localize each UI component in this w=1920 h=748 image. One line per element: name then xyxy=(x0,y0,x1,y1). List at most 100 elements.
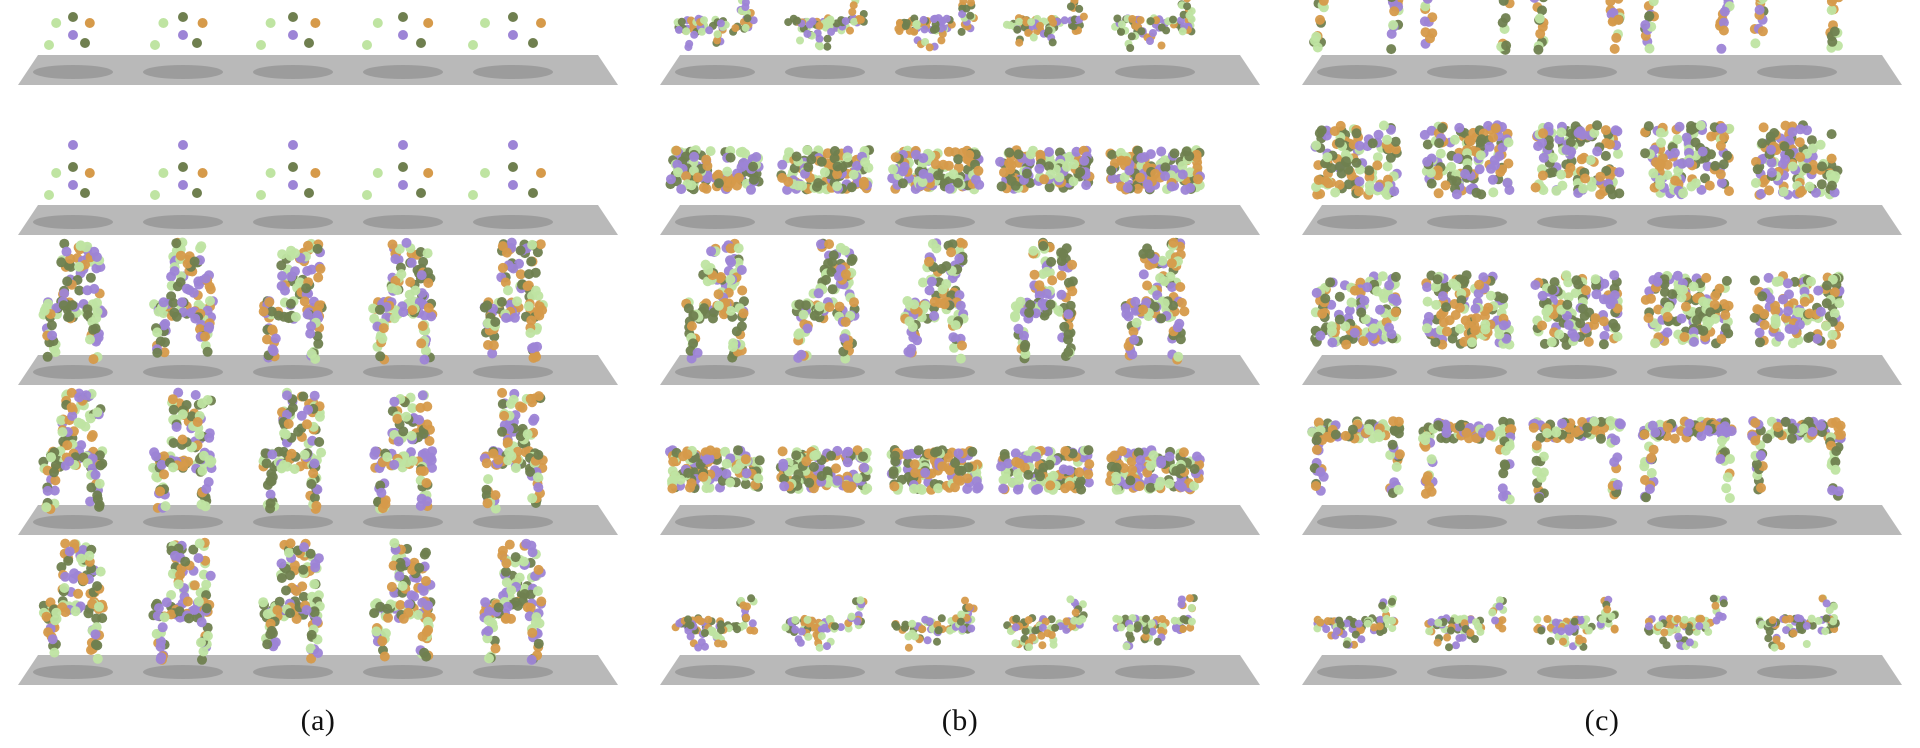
chair-dense-shape xyxy=(148,537,216,665)
chair-back xyxy=(56,387,106,451)
chair-seat xyxy=(1010,296,1077,324)
chair-leg xyxy=(151,318,171,358)
object-shadow xyxy=(1647,665,1727,679)
table-leg xyxy=(1639,441,1659,503)
wings xyxy=(793,16,836,51)
fuselage xyxy=(671,614,759,635)
car-shape xyxy=(886,445,984,495)
object-shadow xyxy=(1115,215,1195,229)
sparse-points xyxy=(44,12,95,50)
object-shadow xyxy=(473,365,553,379)
table-leg xyxy=(1386,0,1404,55)
tail xyxy=(847,596,868,626)
table-leg xyxy=(1715,0,1735,54)
chair-seat xyxy=(681,296,749,324)
table-to-chair-shape xyxy=(1307,416,1405,499)
object-shadow xyxy=(1757,515,1837,529)
panel-b: (b) xyxy=(660,0,1260,748)
chair-back xyxy=(56,238,106,300)
chair-leg xyxy=(85,469,105,512)
chair-leg xyxy=(196,617,213,665)
chair-leg xyxy=(1123,317,1143,361)
chair-leg xyxy=(415,466,433,512)
object-shadow xyxy=(1427,65,1507,79)
wings xyxy=(1122,614,1166,651)
table-leg xyxy=(1749,0,1769,49)
car-shape xyxy=(775,445,873,495)
chair-back xyxy=(166,387,216,453)
sofa-to-airplane-shape xyxy=(1310,120,1402,200)
tail xyxy=(848,0,868,26)
object-shadow xyxy=(1115,365,1195,379)
chair-leg xyxy=(261,616,281,652)
table-leg xyxy=(1531,440,1549,504)
chair-leg xyxy=(43,615,61,658)
car-shape xyxy=(665,145,764,195)
tail xyxy=(1818,594,1838,626)
chair-back xyxy=(386,538,436,602)
render-row xyxy=(1302,120,1902,235)
table-to-gun-shape xyxy=(1640,0,1735,54)
chair-dense-shape xyxy=(479,538,547,665)
object-shadow xyxy=(33,365,113,379)
object-shadow xyxy=(1537,665,1617,679)
table-leg xyxy=(1496,0,1515,55)
table-leg xyxy=(1495,436,1515,505)
object-shadow xyxy=(785,665,865,679)
sparse-points xyxy=(468,140,546,200)
sparse-points xyxy=(150,12,208,50)
chair-back xyxy=(387,390,435,447)
chair-seat xyxy=(38,296,108,324)
airplane-shape xyxy=(1111,0,1196,52)
floor-plane xyxy=(1302,655,1902,685)
chair-leg xyxy=(525,466,545,508)
chair-leg xyxy=(684,316,703,364)
object-shadow xyxy=(1317,365,1397,379)
object-shadow xyxy=(675,515,755,529)
table-top xyxy=(1637,416,1737,444)
object-shadow xyxy=(785,215,865,229)
render-row xyxy=(18,140,618,235)
chair-seat xyxy=(368,296,438,324)
render-row xyxy=(1302,416,1902,535)
object-shadow xyxy=(895,365,975,379)
chair-leg xyxy=(415,616,434,662)
wings xyxy=(791,614,839,652)
chair-leg xyxy=(372,318,390,365)
sparse-points xyxy=(468,12,546,50)
chair-dense-shape xyxy=(369,538,436,662)
object-shadow xyxy=(1757,365,1837,379)
airplane-shape xyxy=(1002,0,1088,47)
panel-c-caption: (c) xyxy=(1584,704,1620,737)
panel-a: (a) xyxy=(18,0,618,748)
panel-b-render xyxy=(660,0,1260,685)
table-leg xyxy=(1309,0,1329,53)
floor-plane xyxy=(660,505,1260,535)
table-leg xyxy=(1715,435,1735,504)
object-shadow xyxy=(253,65,333,79)
sparse-points xyxy=(150,140,208,200)
chair-mid-shape xyxy=(479,387,548,514)
chair-seat xyxy=(38,596,108,624)
wings xyxy=(1764,614,1811,652)
render-row xyxy=(18,537,618,685)
chair-seat xyxy=(1120,296,1190,324)
wings xyxy=(1655,615,1699,651)
chair-leg xyxy=(262,323,281,363)
sparse-points xyxy=(362,140,434,200)
panel-a-caption: (a) xyxy=(300,704,336,737)
airplane-shape xyxy=(1755,594,1840,652)
gun-to-chair-shape xyxy=(1310,271,1402,350)
object-shadow xyxy=(143,515,223,529)
chair-seat xyxy=(258,296,327,324)
floor-plane xyxy=(18,655,618,685)
chair-back xyxy=(277,387,325,449)
object-shadow xyxy=(143,215,223,229)
floor-plane xyxy=(18,505,618,535)
chair-sofa-shape xyxy=(1120,237,1190,365)
chair-leg xyxy=(195,465,214,512)
object-shadow xyxy=(33,665,113,679)
chair-sparse-shape xyxy=(479,237,548,363)
panel-c: (c) xyxy=(1302,0,1902,748)
object-shadow xyxy=(1647,515,1727,529)
